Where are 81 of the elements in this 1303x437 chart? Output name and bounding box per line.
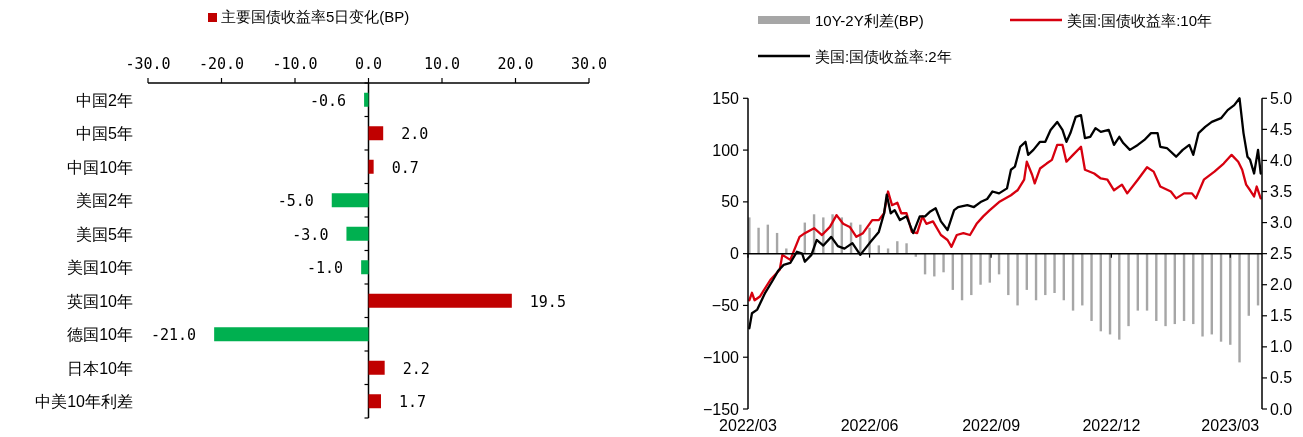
bar: [970, 253, 973, 296]
data-label: -1.0: [307, 259, 344, 278]
bar: [942, 253, 945, 273]
bar: [1090, 253, 1093, 321]
data-label: 0.7: [391, 158, 419, 177]
bar: [346, 226, 369, 241]
y-tick-label: 50: [721, 193, 740, 211]
x-tick-label: 2022/12: [1082, 417, 1141, 434]
x-tick-label: 20.0: [497, 55, 534, 73]
bar: [1016, 253, 1019, 306]
bar: [896, 241, 899, 254]
y2-tick-label: 3.5: [1270, 183, 1293, 201]
legend-label: 美国:国债收益率:10年: [1067, 11, 1213, 29]
bar: [1238, 253, 1241, 363]
y-tick-label: 日本10年: [67, 359, 133, 377]
bar: [361, 260, 369, 275]
y-tick-label: 美国5年: [76, 225, 133, 243]
x-tick-label: 10.0: [423, 55, 461, 73]
x-tick-label: 0.0: [354, 55, 383, 73]
y-tick-label: 美国10年: [67, 259, 133, 277]
legend-label: 美国:国债收益率:2年: [815, 47, 952, 65]
bar: [368, 159, 374, 174]
bar: [905, 243, 908, 254]
x-tick-label: -30.0: [125, 55, 171, 73]
bar: [1053, 253, 1056, 294]
bar: [979, 253, 982, 285]
y2-tick-label: 3.0: [1270, 214, 1293, 232]
y-tick-label: 美国2年: [76, 192, 133, 210]
bar: [331, 193, 369, 208]
y2-tick-label: 2.5: [1270, 245, 1293, 263]
y-tick-label: −150: [702, 400, 740, 418]
y-tick-label: 英国10年: [67, 292, 133, 310]
y2-tick-label: 1.5: [1270, 307, 1293, 325]
data-label: -5.0: [277, 192, 314, 211]
y-tick-label: −50: [711, 296, 740, 314]
y-tick-label: 0: [730, 245, 740, 263]
data-label: 2.2: [402, 359, 430, 378]
bar: [1201, 253, 1204, 337]
x-tick-label: 30.0: [570, 55, 608, 73]
y-tick-label: 150: [712, 89, 740, 107]
data-label: -3.0: [292, 225, 329, 244]
x-tick-label: 2022/06: [840, 417, 899, 434]
y-tick-label: −100: [702, 348, 740, 366]
y2-tick-label: 4.0: [1270, 151, 1293, 169]
y-tick-label: 中国5年: [76, 125, 133, 143]
data-label: 2.0: [401, 125, 429, 144]
y2-tick-label: 0.0: [1270, 400, 1293, 418]
bar: [368, 293, 512, 308]
data-label: -0.6: [309, 91, 347, 110]
y-tick-label: 100: [712, 141, 740, 159]
data-label: -21.0: [150, 326, 197, 345]
x-tick-label: 2022/09: [962, 417, 1021, 434]
y2-tick-label: 5.0: [1270, 89, 1293, 107]
y2-tick-label: 2.0: [1270, 276, 1293, 294]
x-tick-label: -20.0: [198, 55, 245, 73]
y2-tick-label: 0.5: [1270, 369, 1293, 387]
y-tick-label: 中国10年: [67, 158, 133, 176]
bar: [1007, 253, 1010, 296]
bar: [933, 253, 936, 277]
bar: [757, 227, 760, 254]
bar: [1127, 253, 1130, 327]
bar: [364, 92, 369, 107]
y2-tick-label: 4.5: [1270, 120, 1293, 138]
legend-label: 主要国债收益率5日变化(BP): [221, 8, 410, 25]
bar: [368, 126, 384, 141]
data-label: 19.5: [529, 292, 566, 311]
x-tick-label: 2022/03: [719, 417, 778, 434]
bar: [368, 360, 385, 375]
bar: [1044, 253, 1047, 296]
x-tick-label: -10.0: [272, 55, 318, 73]
y2-tick-label: 1.0: [1270, 338, 1293, 356]
y-tick-label: 德国10年: [67, 326, 133, 344]
data-label: 1.7: [398, 393, 427, 412]
bar: [1164, 253, 1167, 327]
bar: [214, 327, 369, 342]
bar: [785, 248, 788, 254]
x-tick-label: 2023/03: [1201, 417, 1260, 434]
bar: [368, 394, 381, 409]
y-tick-label: 中国2年: [76, 91, 133, 109]
legend-label: 10Y-2Y利差(BP): [815, 11, 924, 29]
y-tick-label: 中美10年利差: [35, 393, 133, 411]
